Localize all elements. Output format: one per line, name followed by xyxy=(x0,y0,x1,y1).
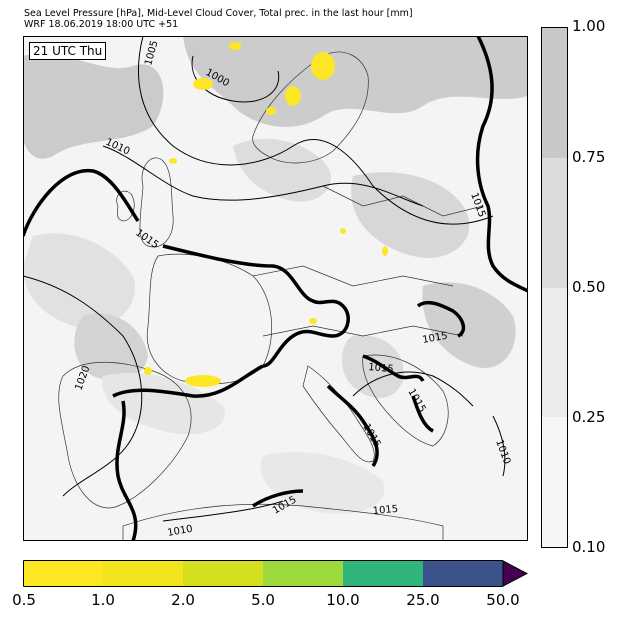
precip-segment xyxy=(23,560,104,587)
border-line xyxy=(322,185,484,217)
precip-tick-label: 1.0 xyxy=(91,591,115,609)
cloud-patch xyxy=(183,36,528,127)
isobar xyxy=(162,500,284,522)
chart-subtitle: WRF 18.06.2019 18:00 UTC +51 xyxy=(24,19,179,30)
precip-tick-label: 5.0 xyxy=(251,591,275,609)
cloud-patch xyxy=(341,335,404,398)
precip-layer xyxy=(144,42,388,387)
isobar xyxy=(23,275,143,497)
isobars-bold xyxy=(23,36,528,541)
cloud-segment xyxy=(542,417,567,547)
precip-patch xyxy=(340,228,346,234)
isobar-1015 xyxy=(326,384,379,467)
isobar-1015 xyxy=(252,489,304,508)
precip-extend-arrow xyxy=(502,560,528,587)
precip-patch xyxy=(285,86,301,106)
isobar xyxy=(191,55,280,103)
precip-patch xyxy=(229,42,241,50)
precip-patch xyxy=(382,246,388,256)
precip-tick-label: 50.0 xyxy=(486,591,520,609)
precip-segment xyxy=(343,560,424,587)
map-frame xyxy=(23,36,528,541)
cloud-patch xyxy=(422,282,516,368)
isobar xyxy=(102,145,424,207)
coast-iberia xyxy=(58,361,192,509)
precip-segment xyxy=(263,560,344,587)
precip-patch xyxy=(266,107,276,115)
precip-segment xyxy=(103,560,184,587)
cloud-patch xyxy=(233,138,332,202)
precip-patch xyxy=(193,78,213,90)
precip-tick-label: 0.5 xyxy=(12,591,36,609)
cloud-segment xyxy=(542,28,567,158)
isobar-1015 xyxy=(411,395,434,433)
cloud-tick-label: 0.50 xyxy=(572,278,606,296)
weather-map: 1005 1000 1010 1015 1015 1020 1015 1015 … xyxy=(23,36,528,541)
precip-tick-label: 25.0 xyxy=(406,591,440,609)
precip-tick-label: 2.0 xyxy=(171,591,195,609)
isobar-label: 1015 xyxy=(368,362,394,375)
isobar-1015 xyxy=(475,36,528,293)
cloud-patch xyxy=(23,53,164,159)
coast-britain xyxy=(139,157,174,248)
coast-africa xyxy=(122,503,444,541)
cloud-cover-colorbar xyxy=(541,27,568,548)
cloud-tick-label: 1.00 xyxy=(572,17,606,35)
isobar-1015 xyxy=(362,354,425,383)
precip-segment xyxy=(423,560,504,587)
time-badge: 21 UTC Thu xyxy=(29,42,107,60)
isobar-1015 xyxy=(416,300,466,338)
precip-patch xyxy=(169,158,177,164)
cloud-cover-layer xyxy=(23,36,528,515)
chart-title: Sea Level Pressure [hPa], Mid-Level Clou… xyxy=(24,8,413,19)
isobar xyxy=(492,415,506,477)
precip-colorbar xyxy=(23,560,528,587)
cloud-segment xyxy=(542,157,567,288)
coast-balkans xyxy=(362,354,449,447)
isobar-1015 xyxy=(112,364,264,398)
isobar-label: 1010 xyxy=(167,524,194,539)
isobar-1015 xyxy=(115,400,138,541)
precip-patch xyxy=(144,367,152,375)
isobar-label: 1015 xyxy=(422,331,449,346)
precip-patch xyxy=(309,318,317,324)
isobar-1015 xyxy=(23,168,140,237)
precip-tick-label: 10.0 xyxy=(326,591,360,609)
cloud-patch xyxy=(260,452,385,515)
cloud-tick-label: 0.25 xyxy=(572,408,606,426)
isobar xyxy=(352,371,474,407)
isobar-label: 1015 xyxy=(372,504,398,517)
border-line xyxy=(252,265,454,287)
isobar-1015 xyxy=(162,244,350,368)
cloud-tick-label: 0.10 xyxy=(572,538,606,556)
cloud-segment xyxy=(542,287,567,418)
border-line xyxy=(262,325,464,337)
isobars-thin xyxy=(23,36,506,522)
cloud-patch xyxy=(102,372,225,435)
cloud-patch xyxy=(23,233,135,328)
cloud-tick-label: 0.75 xyxy=(572,148,606,166)
coast-scandinavia xyxy=(252,51,369,164)
isobar xyxy=(138,36,494,225)
precip-patch xyxy=(311,52,335,80)
precip-segment xyxy=(183,560,264,587)
precip-patch xyxy=(185,375,221,387)
cloud-patch xyxy=(74,313,148,381)
